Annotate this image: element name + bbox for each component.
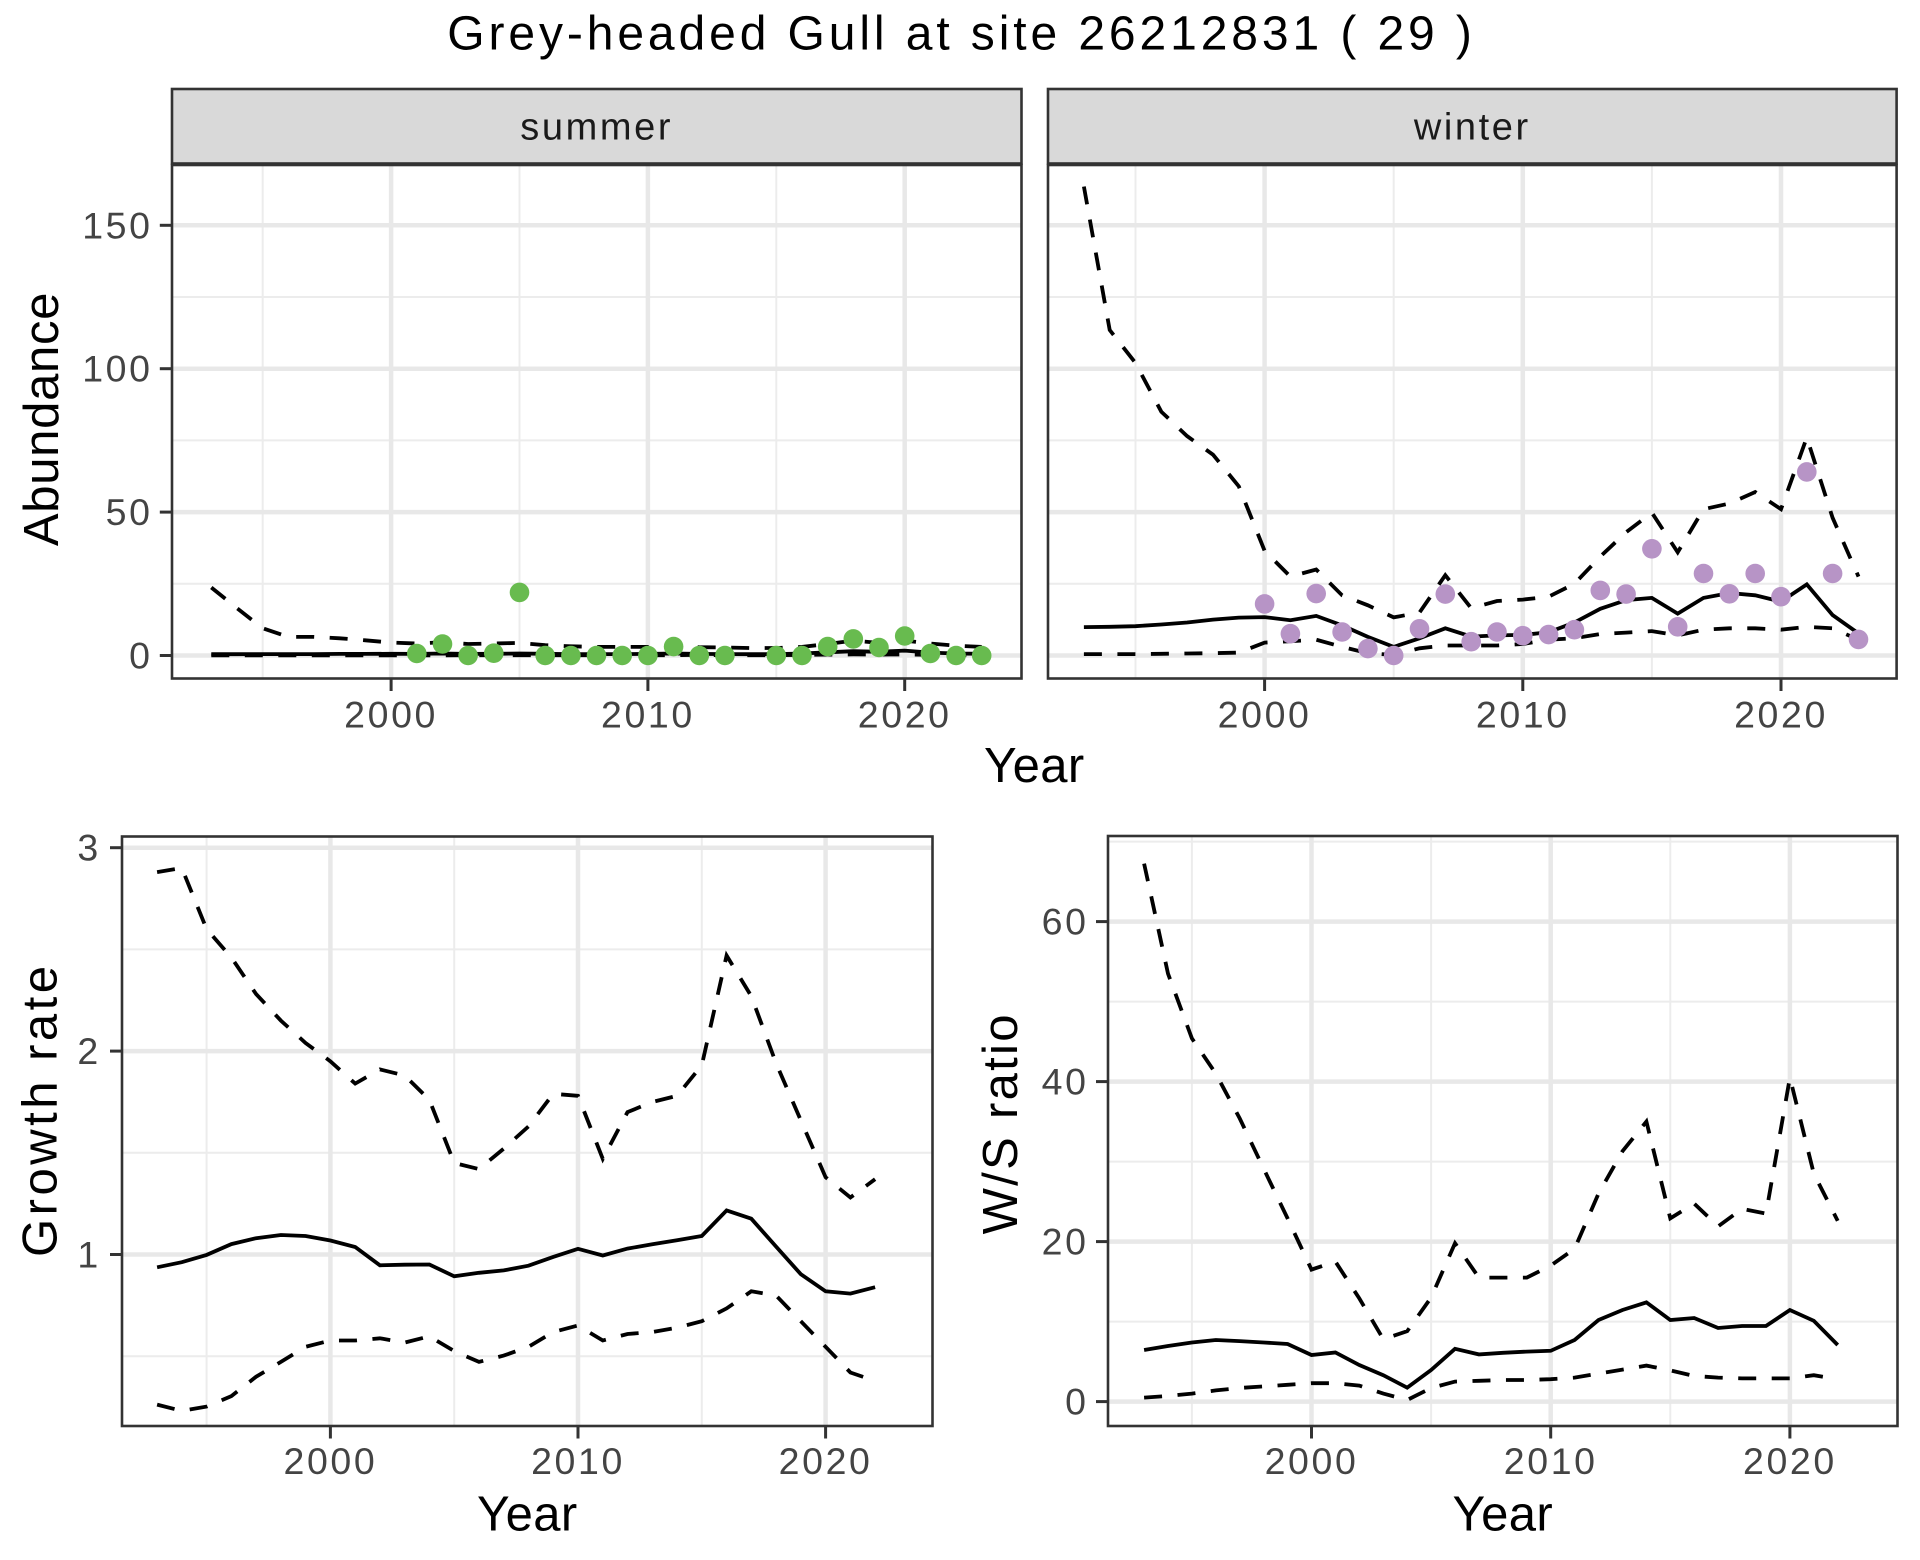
svg-text:2010: 2010 — [531, 1440, 625, 1482]
svg-text:150: 150 — [82, 204, 152, 246]
svg-text:1: 1 — [77, 1234, 100, 1276]
svg-text:3: 3 — [77, 827, 100, 869]
svg-text:Growth rate: Growth rate — [13, 962, 67, 1256]
svg-text:Year: Year — [1452, 1487, 1553, 1541]
svg-text:Grey-headed Gull at site 26212: Grey-headed Gull at site 26212831 ( 29 ) — [447, 8, 1476, 61]
svg-text:2010: 2010 — [1476, 694, 1570, 736]
svg-text:2020: 2020 — [858, 694, 952, 736]
svg-text:2020: 2020 — [1734, 694, 1828, 736]
svg-text:Year: Year — [477, 1487, 578, 1541]
svg-text:2010: 2010 — [601, 694, 695, 736]
svg-text:W/S ratio: W/S ratio — [974, 1012, 1028, 1234]
svg-text:2020: 2020 — [1743, 1440, 1837, 1482]
svg-text:0: 0 — [1065, 1381, 1088, 1423]
svg-text:40: 40 — [1042, 1061, 1089, 1103]
svg-text:summer: summer — [520, 107, 673, 149]
svg-text:20: 20 — [1042, 1221, 1089, 1263]
svg-text:2020: 2020 — [779, 1440, 873, 1482]
svg-text:2000: 2000 — [283, 1440, 377, 1482]
svg-text:winter: winter — [1413, 107, 1531, 149]
svg-text:2000: 2000 — [1265, 1440, 1359, 1482]
svg-text:2010: 2010 — [1504, 1440, 1598, 1482]
svg-text:60: 60 — [1042, 901, 1089, 943]
svg-text:Abundance: Abundance — [15, 292, 69, 546]
svg-text:0: 0 — [129, 635, 152, 677]
svg-text:50: 50 — [106, 491, 153, 533]
svg-text:100: 100 — [82, 348, 152, 390]
svg-text:2: 2 — [77, 1030, 100, 1072]
svg-text:Year: Year — [984, 739, 1085, 793]
svg-text:2000: 2000 — [344, 694, 438, 736]
svg-text:2000: 2000 — [1218, 694, 1312, 736]
